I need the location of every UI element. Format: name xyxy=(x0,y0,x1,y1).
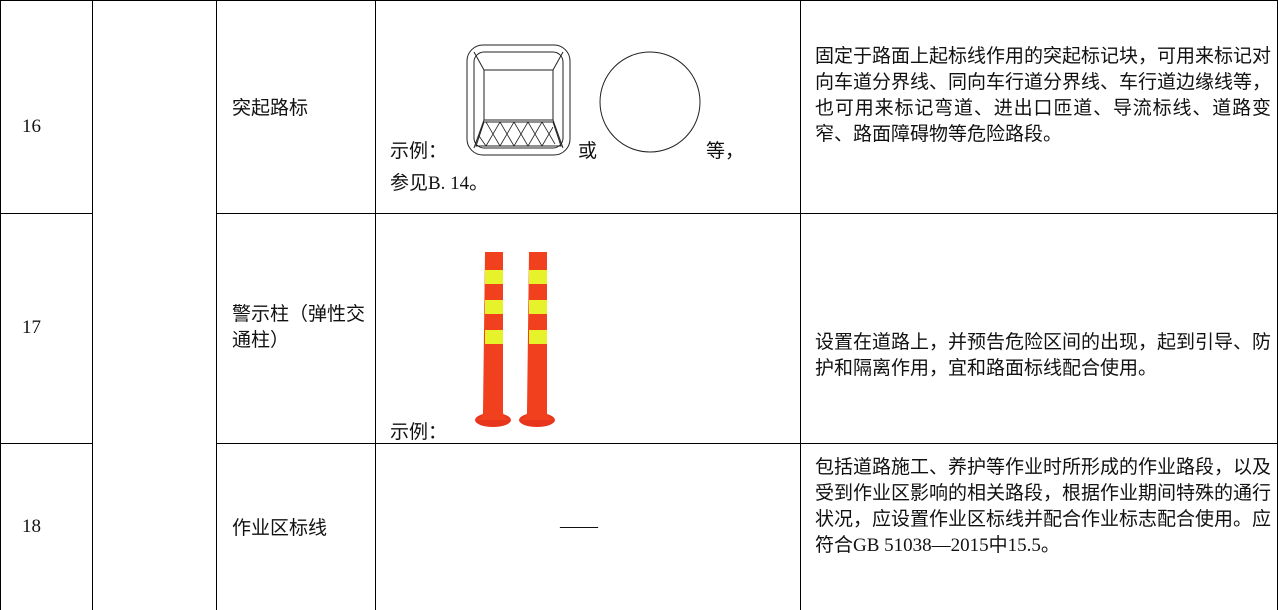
rule xyxy=(0,443,92,444)
item-name: 警示柱（弹性交通柱） xyxy=(232,304,366,351)
example-text: 示例： xyxy=(390,422,448,443)
example-text: 或 xyxy=(578,141,598,162)
rule xyxy=(375,0,376,610)
example-note: 参见B. 14。 xyxy=(390,173,489,194)
rule xyxy=(92,0,93,610)
row-number: 16 xyxy=(22,115,41,137)
example-text: 示例： xyxy=(390,141,448,162)
rule xyxy=(216,213,1278,214)
bollard-drawing xyxy=(475,252,555,427)
description: 固定于路面上起标线作用的突起标记块，可用来标记对向车道分界线、同向车行道分界线、… xyxy=(815,46,1272,145)
rule xyxy=(0,213,92,214)
rule xyxy=(0,0,1278,1)
description: 包括道路施工、养护等作业时所形成的作业路段，以及受到作业区影响的相关路段，根据作… xyxy=(815,457,1272,556)
example-text: —— xyxy=(560,515,598,537)
description: 设置在道路上，并预告危险区间的出现，起到引导、防护和隔离作用，宜和路面标线配合使… xyxy=(815,332,1272,379)
rule xyxy=(216,443,1278,444)
rule xyxy=(800,0,801,610)
row-number: 18 xyxy=(22,515,41,537)
rule xyxy=(0,0,1,610)
row-number: 17 xyxy=(22,317,41,338)
example-text: 等， xyxy=(706,141,745,162)
rule xyxy=(216,0,217,610)
item-name: 作业区标线 xyxy=(232,518,328,539)
item-name: 突起路标 xyxy=(232,98,309,119)
